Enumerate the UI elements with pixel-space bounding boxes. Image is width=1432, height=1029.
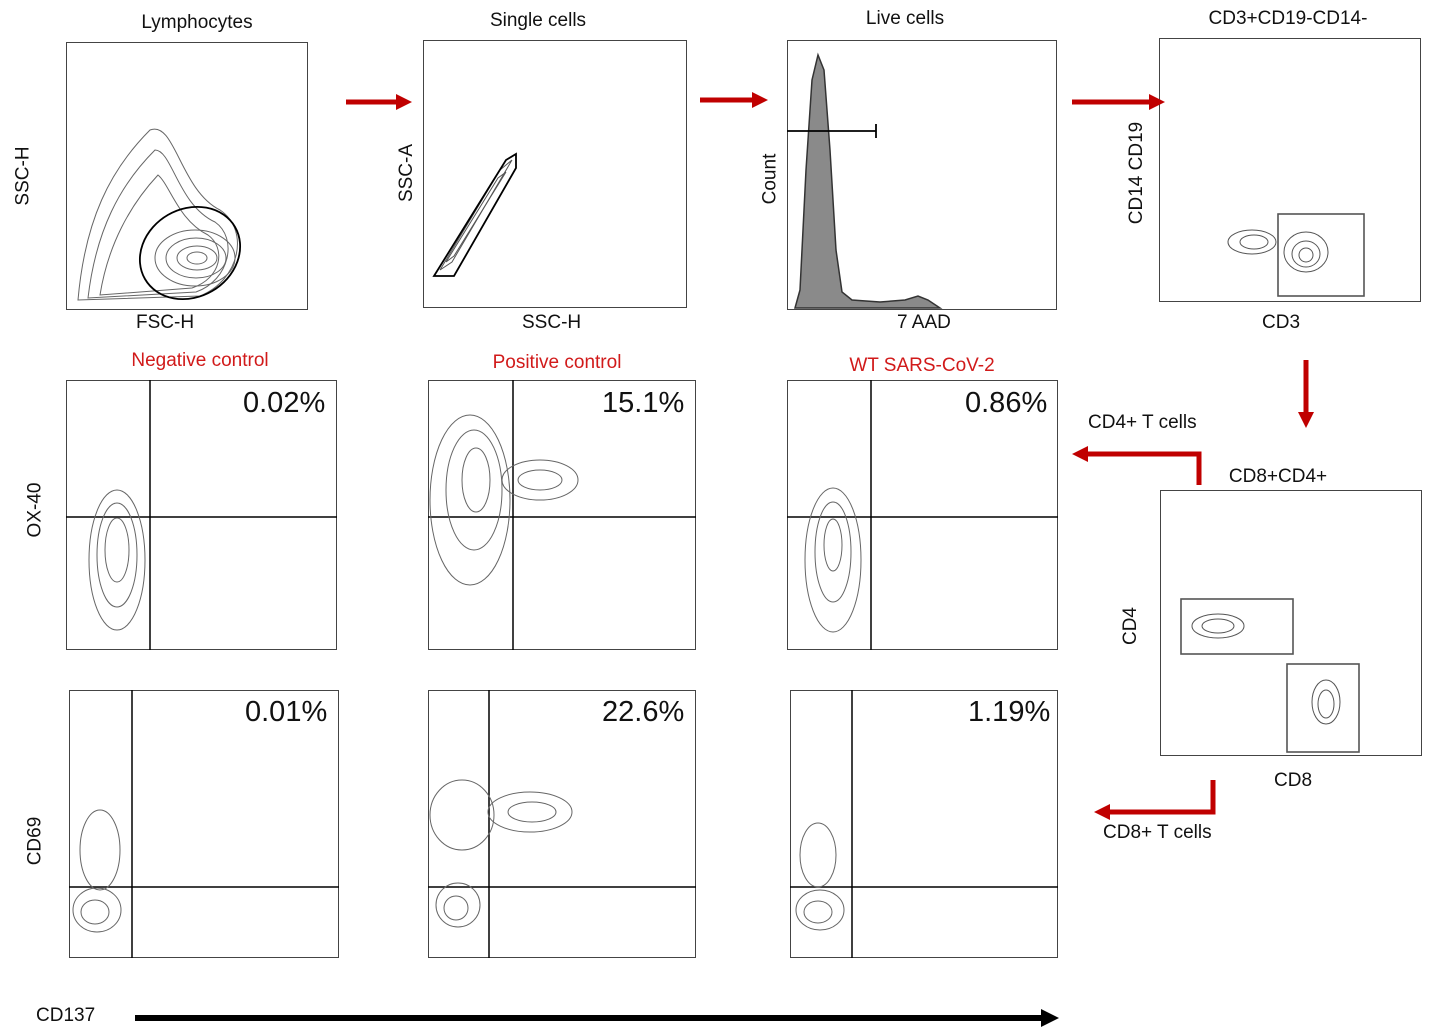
- cd4-t-cells-label: CD4+ T cells: [1088, 412, 1197, 433]
- cd3-gate-plot: [1159, 38, 1421, 302]
- lymphocytes-xlabel: FSC-H: [136, 312, 195, 333]
- cd69-wt-pct: 1.19%: [968, 696, 1051, 728]
- cd69-positive-plot: [428, 690, 696, 958]
- cd4-gate: [1180, 598, 1294, 655]
- cd69-negative-plot: [69, 690, 339, 958]
- lymphocytes-plot: [66, 42, 308, 310]
- cd8cd4-xlabel: CD8: [1274, 770, 1313, 791]
- ox40-positive-pct: 15.1%: [602, 387, 685, 419]
- ox40-positive-plot: [428, 380, 696, 650]
- arrow-to-cd8-t-cells: [1094, 780, 1216, 820]
- cd8cd4-title: CD8+CD4+: [1228, 466, 1328, 487]
- cd8-t-cells-label: CD8+ T cells: [1103, 822, 1212, 843]
- ox40-wt-plot: [787, 380, 1058, 650]
- lymphocytes-ylabel: SSC-H: [12, 146, 34, 206]
- negative-control-title: Negative control: [131, 350, 269, 371]
- lymphocytes-gate: [138, 205, 242, 301]
- single-cells-gate: [432, 152, 517, 277]
- ox40-contours: [88, 414, 862, 633]
- cd3-ylabel: CD14 CD19: [1126, 121, 1148, 225]
- single-cells-xlabel: SSC-H: [522, 312, 582, 333]
- cd69-contours: [72, 779, 845, 933]
- cd8cd4-ylabel: CD4: [1120, 606, 1142, 646]
- arrow-to-cd4-t-cells: [1072, 446, 1202, 485]
- lymphocytes-contours: [77, 128, 238, 301]
- single-cells-title: Single cells: [489, 10, 587, 31]
- cd69-positive-pct: 22.6%: [602, 696, 685, 728]
- ox40-row-label: OX-40: [24, 482, 46, 538]
- cd69-row-label: CD69: [24, 816, 46, 866]
- cd69-negative-pct: 0.01%: [245, 696, 328, 728]
- live-cells-histogram: [794, 52, 943, 309]
- cd3-xlabel: CD3: [1262, 312, 1301, 333]
- cd69-wt-plot: [790, 690, 1058, 958]
- cd137-label: CD137: [36, 1005, 96, 1026]
- cd3-gate: [1277, 213, 1365, 297]
- single-cells-contours: [439, 159, 513, 271]
- ox40-negative-pct: 0.02%: [243, 387, 326, 419]
- cd3-contours: [1227, 229, 1329, 273]
- cd8cd4-contours: [1191, 613, 1341, 725]
- single-cells-ylabel: SSC-A: [396, 143, 418, 203]
- single-cells-plot: [423, 40, 687, 308]
- live-cells-xlabel: 7 AAD: [897, 312, 951, 333]
- cd3-gate-title: CD3+CD19-CD14-: [1208, 8, 1368, 29]
- positive-control-title: Positive control: [492, 352, 622, 373]
- live-cells-title: Live cells: [865, 8, 945, 29]
- cd8-gate: [1286, 663, 1360, 753]
- live-cells-ylabel: Count: [759, 153, 781, 205]
- lymphocytes-title: Lymphocytes: [141, 12, 253, 33]
- wt-sars-cov-2-title: WT SARS-CoV-2: [849, 355, 995, 376]
- cd8cd4-plot: [1160, 490, 1422, 756]
- ox40-wt-pct: 0.86%: [965, 387, 1048, 419]
